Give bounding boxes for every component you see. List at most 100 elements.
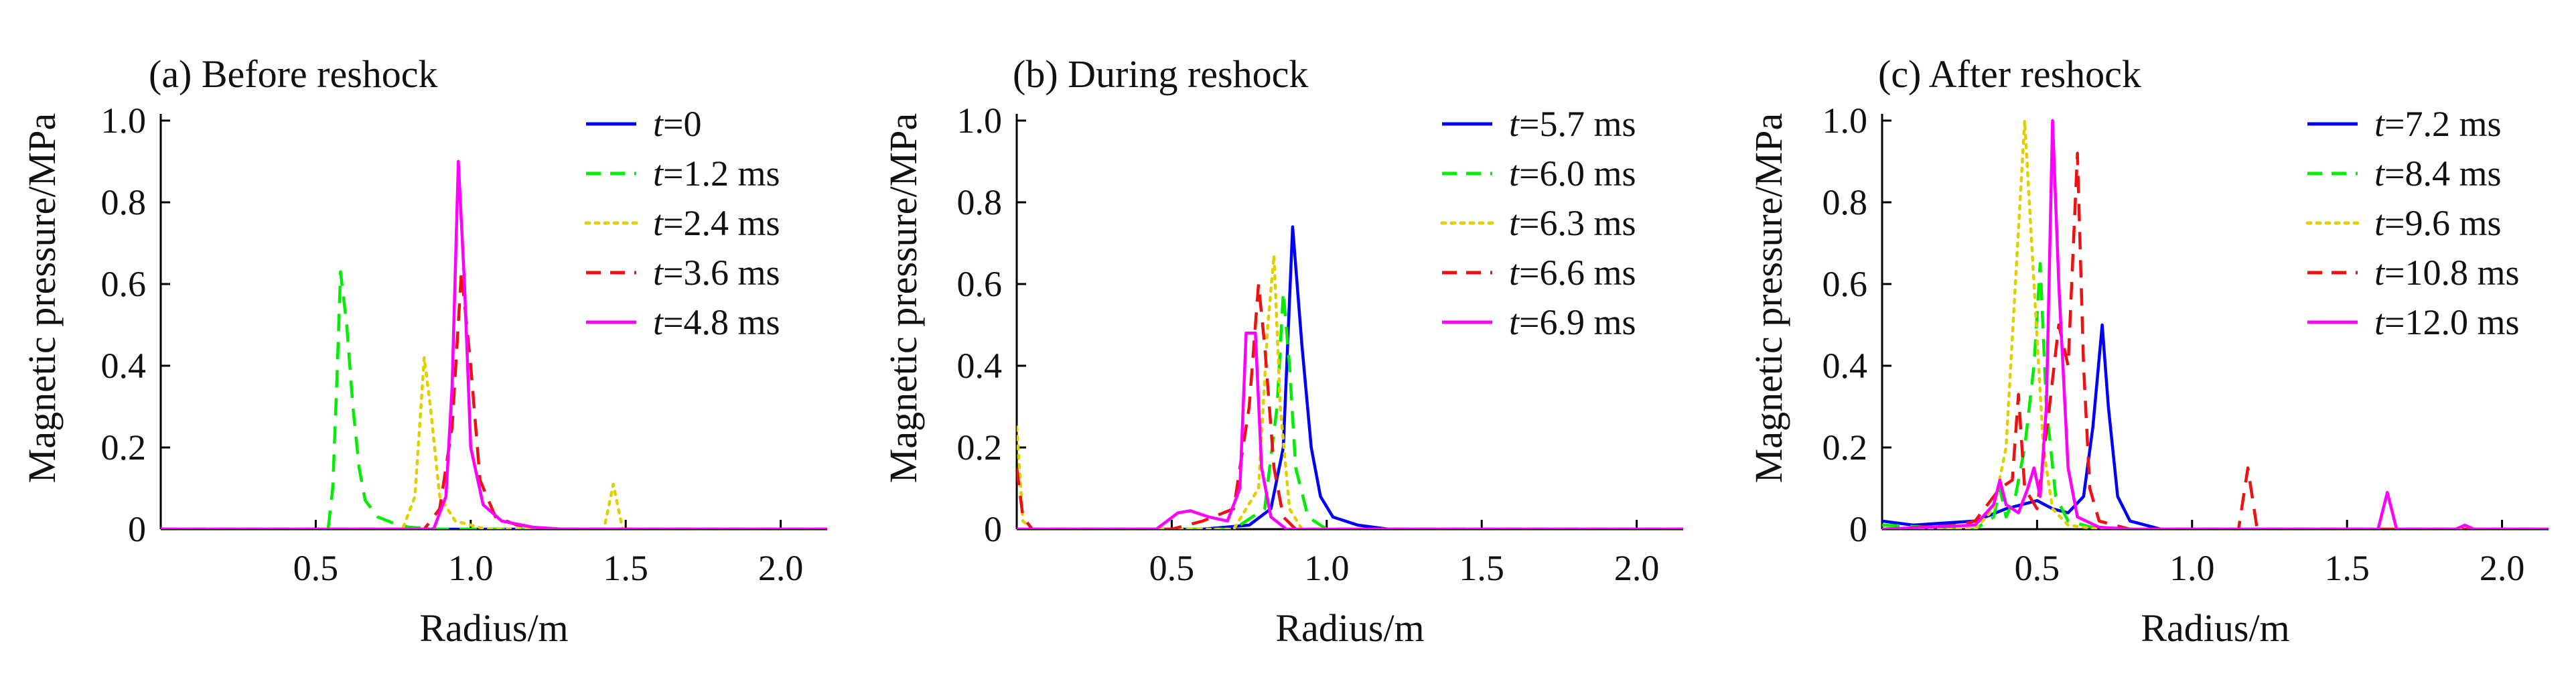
legend-value: =4.8 ms	[663, 302, 780, 342]
legend-value: =6.3 ms	[1519, 203, 1636, 243]
legend-value: =8.4 ms	[2384, 153, 2501, 194]
x-axis-label: Radius/m	[419, 606, 568, 650]
legend-value: =3.6 ms	[663, 253, 780, 293]
legend-time-symbol: t	[653, 153, 664, 194]
legend-time-symbol: t	[653, 203, 664, 243]
legend-time-symbol: t	[2374, 104, 2386, 144]
legend-time-symbol: t	[2374, 302, 2386, 342]
legend-label: t=2.4 ms	[653, 203, 780, 243]
legend-label: t=6.3 ms	[1509, 203, 1636, 243]
x-tick-label: 1.5	[2324, 548, 2370, 588]
legend-value: =2.4 ms	[663, 203, 780, 243]
y-tick-label: 0.8	[101, 182, 147, 222]
legend-value: =7.2 ms	[2384, 104, 2501, 144]
y-tick-label: 0.8	[957, 182, 1003, 222]
series-line-1	[1882, 323, 2549, 529]
series-line-1	[1017, 225, 1683, 529]
y-tick-label: 1.0	[1822, 100, 1868, 141]
legend-time-symbol: t	[2374, 253, 2386, 293]
series-line-5	[1017, 331, 1683, 529]
legend-time-symbol: t	[653, 302, 664, 342]
legend-value: =0	[663, 104, 701, 144]
series-line-2	[1882, 262, 2549, 529]
x-tick-label: 1.5	[1459, 548, 1504, 588]
chart-panel-1: (a) Before reshock 0 0.2 0.4 0.6 0.8 1.0 0.5 1.0…	[20, 52, 827, 650]
chart-title: (b) During reshock	[1013, 52, 1308, 96]
series-line-2	[1017, 290, 1683, 529]
legend-time-symbol: t	[653, 104, 664, 144]
x-axis-label: Radius/m	[1275, 606, 1424, 650]
legend-value: =10.8 ms	[2384, 253, 2519, 293]
y-tick-label: 0.2	[957, 427, 1003, 468]
legend-label: t=6.9 ms	[1509, 302, 1636, 342]
x-tick-label: 2.0	[1614, 548, 1660, 588]
x-tick-label: 2.0	[2480, 548, 2525, 588]
legend-label: t=10.8 ms	[2374, 253, 2520, 293]
y-tick-label: 0	[1849, 509, 1867, 549]
legend-time-symbol: t	[1509, 104, 1520, 144]
legend-label: t=6.6 ms	[1509, 253, 1636, 293]
x-tick-label: 1.5	[603, 548, 648, 588]
y-axis-label: Magnetic pressure/MPa	[881, 113, 925, 483]
series-line-2	[161, 270, 827, 529]
y-tick-label: 0.8	[1822, 182, 1868, 222]
legend-value: =6.0 ms	[1519, 153, 1636, 194]
legend-label: t=9.6 ms	[2374, 203, 2502, 243]
x-tick-label: 0.5	[1149, 548, 1195, 588]
y-tick-label: 0	[128, 509, 146, 549]
y-axis-label: Magnetic pressure/MPa	[20, 113, 64, 483]
legend-time-symbol: t	[2374, 203, 2386, 243]
legend-value: =6.9 ms	[1519, 302, 1636, 342]
y-tick-label: 0.2	[101, 427, 147, 468]
legend-label: t=0	[653, 104, 701, 144]
y-tick-label: 0.6	[957, 264, 1003, 304]
chart-panel-2: (b) During reshock 0 0.2 0.4 0.6 0.8 1.0 0.5 1.0…	[881, 52, 1683, 650]
legend-label: t=7.2 ms	[2374, 104, 2502, 144]
legend-label: t=12.0 ms	[2374, 302, 2520, 342]
legend-time-symbol: t	[2374, 153, 2386, 194]
x-tick-label: 2.0	[758, 548, 804, 588]
series-line-5	[1882, 119, 2549, 529]
legend-label: t=4.8 ms	[653, 302, 780, 342]
legend-time-symbol: t	[1509, 302, 1520, 342]
x-tick-label: 1.0	[448, 548, 494, 588]
x-tick-label: 0.5	[2015, 548, 2060, 588]
y-tick-label: 1.0	[101, 100, 147, 141]
series-line-3	[161, 356, 827, 529]
chart-title: (a) Before reshock	[149, 52, 438, 96]
legend-time-symbol: t	[653, 253, 664, 293]
series-line-5	[161, 159, 827, 529]
legend-label: t=6.0 ms	[1509, 153, 1636, 194]
legend-label: t=3.6 ms	[653, 253, 780, 293]
y-tick-label: 1.0	[957, 100, 1003, 141]
chart-panel-3: (c) After reshock 0 0.2 0.4 0.6 0.8 1.0 0.5 1.0 1…	[1747, 52, 2549, 650]
legend-label: t=5.7 ms	[1509, 104, 1636, 144]
series-line-3	[1882, 119, 2549, 529]
legend-time-symbol: t	[1509, 253, 1520, 293]
series-line-4	[1017, 282, 1683, 529]
x-tick-label: 1.0	[2169, 548, 2215, 588]
x-axis-label: Radius/m	[2141, 606, 2289, 650]
y-tick-label: 0.6	[101, 264, 147, 304]
legend-time-symbol: t	[1509, 203, 1520, 243]
y-tick-label: 0.4	[957, 346, 1003, 386]
x-tick-label: 0.5	[293, 548, 339, 588]
legend-value: =12.0 ms	[2384, 302, 2519, 342]
legend-time-symbol: t	[1509, 153, 1520, 194]
series-line-4	[161, 270, 827, 529]
y-axis-label: Magnetic pressure/MPa	[1747, 113, 1790, 483]
y-tick-label: 0.4	[101, 346, 147, 386]
y-tick-label: 0.2	[1822, 427, 1868, 468]
legend-value: =5.7 ms	[1519, 104, 1636, 144]
legend-value: =6.6 ms	[1519, 253, 1636, 293]
legend-label: t=1.2 ms	[653, 153, 780, 194]
legend-value: =1.2 ms	[663, 153, 780, 194]
legend-value: =9.6 ms	[2384, 203, 2501, 243]
x-tick-label: 1.0	[1304, 548, 1350, 588]
legend-label: t=8.4 ms	[2374, 153, 2502, 194]
series-line-3	[1017, 254, 1683, 529]
y-tick-label: 0.4	[1822, 346, 1868, 386]
y-tick-label: 0	[984, 509, 1002, 549]
chart-title: (c) After reshock	[1878, 52, 2141, 96]
